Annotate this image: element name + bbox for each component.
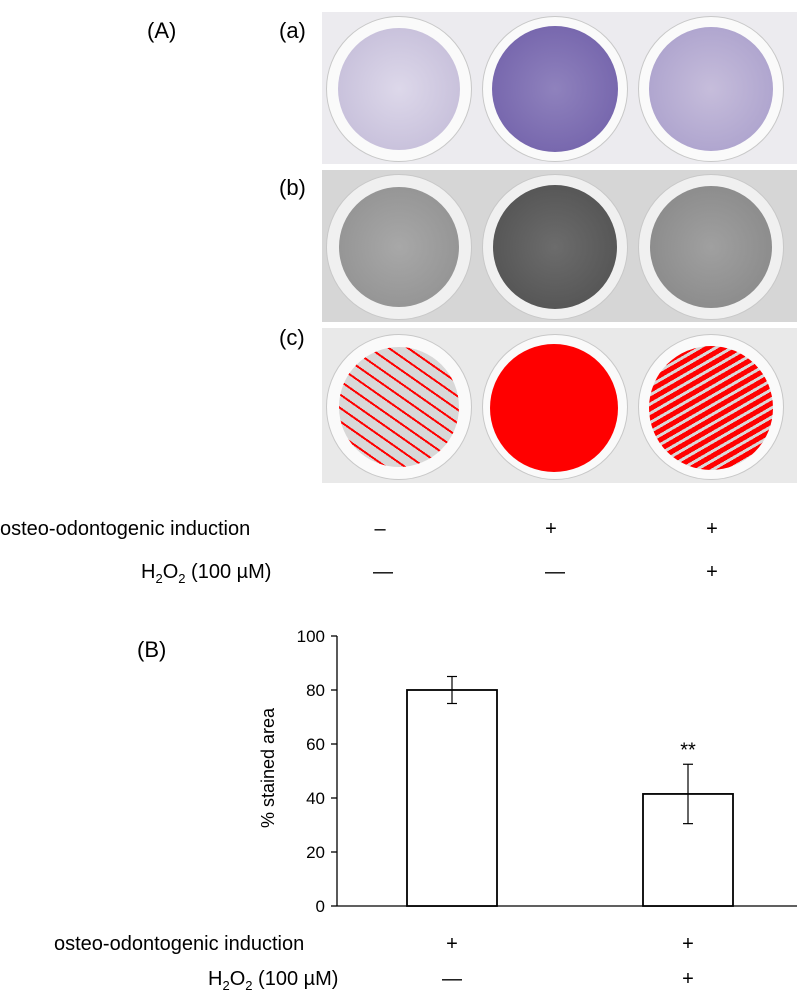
panel-b-induction-bar2: + — [682, 933, 694, 955]
well-b3 — [650, 186, 772, 308]
y-tick-label-40: 40 — [306, 789, 325, 808]
bar-1 — [406, 689, 498, 907]
y-tick-label-20: 20 — [306, 843, 325, 862]
y-axis-label: % stained area — [258, 707, 278, 828]
panel-b-label: (B) — [137, 637, 167, 662]
panel-a-h2o2-label: H2O2 (100 µM) — [141, 561, 272, 586]
panel-a-induction-well3: + — [706, 518, 718, 540]
panel-a-h2o2-well3: + — [706, 561, 718, 583]
y-tick-label-60: 60 — [306, 735, 325, 754]
panel-a-h2o2-well1: — — [373, 561, 393, 583]
panel-b-h2o2-label: H2O2 (100 µM) — [208, 968, 339, 993]
well-a1 — [338, 28, 460, 150]
well-b2 — [493, 185, 617, 309]
well-c1 — [339, 347, 459, 467]
panel-a-label: (A) — [147, 18, 177, 43]
well-c2 — [490, 344, 618, 472]
panel-a-induction-label: osteo-odontogenic induction — [0, 518, 251, 540]
sublabel-c: (c) — [279, 325, 305, 350]
significance-label-2: ** — [680, 739, 696, 761]
y-tick-label-100: 100 — [297, 627, 325, 646]
error-bar-1 — [447, 675, 457, 705]
grayscale-plate-b — [322, 170, 797, 322]
well-c3 — [649, 346, 773, 470]
panel-b-induction-label: osteo-odontogenic induction — [54, 933, 305, 955]
threshold-plate-c — [322, 328, 797, 483]
panel-b-induction-bar1: + — [446, 933, 458, 955]
panel-b-h2o2-bar1: — — [442, 968, 462, 990]
y-tick-label-0: 0 — [316, 897, 325, 916]
y-tick-label-80: 80 — [306, 681, 325, 700]
sublabel-a: (a) — [279, 18, 306, 43]
bars: ** — [406, 675, 734, 907]
panel-a-induction-well2: + — [545, 518, 557, 540]
panel-a-h2o2-well2: — — [545, 561, 565, 583]
panel-a-induction-well1: – — [374, 518, 386, 540]
well-a2 — [492, 26, 618, 152]
stain-plate-a — [322, 12, 797, 164]
sublabel-b: (b) — [279, 175, 306, 200]
well-a3 — [649, 27, 773, 151]
error-bar-2 — [683, 763, 693, 825]
well-b1 — [339, 187, 459, 307]
panel-b-h2o2-bar2: + — [682, 968, 694, 990]
